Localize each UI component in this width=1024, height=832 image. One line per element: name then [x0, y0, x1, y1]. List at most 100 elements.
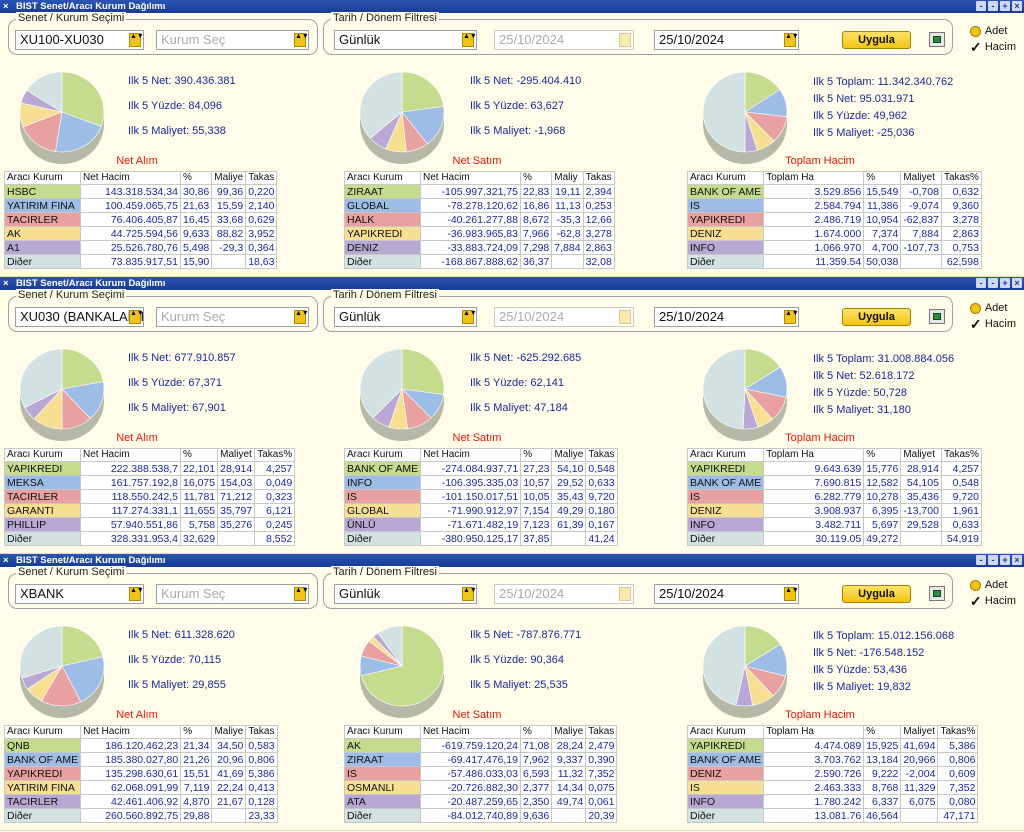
close-icon[interactable]: ×: [3, 278, 9, 289]
security-combo[interactable]: XBANK ▲▼: [15, 584, 144, 604]
excel-export-button[interactable]: [929, 32, 945, 47]
table-row[interactable]: ZIRAAT -69.417.476,19 7,962 9,337 0,390: [344, 752, 618, 767]
table-row[interactable]: AK -619.759.120,24 71,08 28,24 2,479: [344, 738, 618, 753]
table-row[interactable]: IS 2.463.333 8,768 11,329 7,352: [686, 780, 979, 795]
maximize-icon[interactable]: +: [1000, 278, 1010, 288]
radio-icon[interactable]: [969, 303, 981, 314]
table-row[interactable]: Diðer -84.012.740,89 9,636 20,39: [344, 808, 618, 823]
restore-icon[interactable]: -: [988, 278, 998, 288]
option-adet[interactable]: Adet: [969, 578, 1016, 594]
table-row[interactable]: YAPIKREDI 222.388.538,7 22,101 28,914 4,257: [4, 461, 296, 476]
table-row[interactable]: BANK OF AME 3.703.762 13,184 20,966 0,806: [686, 752, 979, 767]
calendar-icon[interactable]: [619, 33, 631, 47]
table-row[interactable]: OSMANLI -20.726.882,30 2,377 14,34 0,075: [344, 780, 618, 795]
apply-button[interactable]: Uygula: [842, 308, 911, 326]
table-row[interactable]: YAPIKREDI -36.983.965,83 7,966 -62,8 3,278: [344, 226, 615, 241]
close-window-icon[interactable]: ×: [1012, 1, 1022, 11]
close-icon[interactable]: ×: [3, 555, 9, 566]
table-row[interactable]: Diðer 13.081.76 46,564 47,171: [686, 808, 979, 823]
table-row[interactable]: DENIZ 3.908.937 6,395 -13,700 1,961: [686, 503, 982, 518]
table-row[interactable]: MEKSA 161.757.192,8 16,075 154,03 0,049: [4, 475, 296, 490]
table-row[interactable]: BANK OF AME -274.084.937,71 27,23 54,10 0,54…: [343, 461, 618, 476]
checkmark-icon[interactable]: ✓: [969, 39, 982, 55]
period-combo[interactable]: Günlük ▲▼: [334, 30, 477, 50]
option-hacim[interactable]: ✓ Hacim: [969, 40, 1016, 56]
radio-icon[interactable]: [969, 580, 981, 591]
table-row[interactable]: QNB 186.120.462,23 21,34 34,50 0,583: [3, 738, 278, 753]
table-row[interactable]: BANK OF AME 185.380.027,80 21,26 20,96 0,806: [3, 752, 278, 767]
end-date-field[interactable]: 25/10/2024 ▲▼: [654, 307, 799, 327]
restore-icon[interactable]: -: [988, 1, 998, 11]
start-date-field[interactable]: 25/10/2024: [494, 30, 634, 50]
option-hacim[interactable]: ✓ Hacim: [969, 317, 1016, 333]
checkmark-icon[interactable]: ✓: [969, 593, 982, 609]
end-date-field[interactable]: 25/10/2024 ▲▼: [654, 584, 799, 604]
table-row[interactable]: IS -101.150.017,51 10,05 35,43 9,720: [343, 489, 618, 504]
table-row[interactable]: YAPIKREDI 135.298.630,61 15,51 41,69 5,386: [3, 766, 278, 781]
table-row[interactable]: ATA -20.487.259,65 2,350 49,74 0,061: [344, 794, 618, 809]
security-combo[interactable]: XU030 (BANKALAR H...▲▼: [15, 307, 144, 327]
table-row[interactable]: GARANTI 117.274.331,1 11,655 35,797 6,121: [4, 503, 296, 518]
table-row[interactable]: BANK OF AME 3.529.856 15,549 -0,708 0,632: [686, 184, 982, 199]
table-row[interactable]: PHILLIP 57.940.551,86 5,758 35,276 0,245: [4, 517, 296, 532]
table-row[interactable]: HALK -40.261.277,88 8,672 -35,3 12,66: [344, 212, 615, 227]
option-adet[interactable]: Adet: [969, 301, 1016, 317]
table-row[interactable]: YAPIKREDI 4.474.089 15,925 41,694 5,386: [686, 738, 979, 753]
table-row[interactable]: DENIZ 2.590.726 9,222 -2,004 0,609: [686, 766, 979, 781]
table-row[interactable]: BANK OF AME 7.690.815 12,582 54,105 0,548: [686, 475, 982, 490]
close-window-icon[interactable]: ×: [1012, 278, 1022, 288]
security-combo[interactable]: XU100-XU030 ▲▼: [15, 30, 144, 50]
table-row[interactable]: ÜNLÜ -71.671.482,19 7,123 61,39 0,167: [343, 517, 618, 532]
option-hacim[interactable]: ✓ Hacim: [969, 594, 1016, 610]
table-row[interactable]: IS -57.486.033,03 6,593 11,32 7,352: [344, 766, 618, 781]
table-row[interactable]: A1 25.526.780,76 5,498 -29,3 0,364: [4, 240, 278, 255]
table-row[interactable]: YAPIKREDI 9.643.639 15,776 28,914 4,257: [686, 461, 982, 476]
table-row[interactable]: YAPIKREDI 2.486.719 10,954 -62,837 3,278: [686, 212, 982, 227]
close-icon[interactable]: ×: [3, 1, 9, 12]
excel-export-button[interactable]: [929, 309, 945, 324]
checkmark-icon[interactable]: ✓: [969, 316, 982, 332]
table-row[interactable]: Diðer 73.835.917,51 15,90 18,63: [4, 254, 278, 269]
table-row[interactable]: YATIRIM FINA 100.459.065,75 21,63 15,59 2,14…: [4, 198, 278, 213]
period-combo[interactable]: Günlük ▲▼: [334, 584, 477, 604]
broker-combo[interactable]: Kurum Seç ▲▼: [156, 307, 309, 327]
apply-button[interactable]: Uygula: [842, 31, 911, 49]
maximize-icon[interactable]: +: [1000, 555, 1010, 565]
calendar-icon[interactable]: [619, 310, 631, 324]
table-row[interactable]: YATIRIM FINA 62.068.091,99 7,119 22,24 0,413: [3, 780, 278, 795]
close-window-icon[interactable]: ×: [1012, 555, 1022, 565]
calendar-icon[interactable]: [619, 587, 631, 601]
table-row[interactable]: TACIRLER 76.406.405,87 16,45 33,68 0,629: [4, 212, 278, 227]
table-row[interactable]: INFO 1.780.242 6,337 6,075 0,080: [686, 794, 979, 809]
table-row[interactable]: INFO 1.066.970 4,700 -107,73 0,753: [686, 240, 982, 255]
table-row[interactable]: Diðer 260.560.892,75 29,88 23,33: [3, 808, 278, 823]
radio-icon[interactable]: [969, 26, 981, 37]
table-row[interactable]: Diðer 328.331.953,4 32,629 8,552: [4, 531, 296, 546]
table-row[interactable]: GLOBAL -78.278.120,62 16,86 11,13 0,253: [344, 198, 615, 213]
excel-export-button[interactable]: [929, 586, 945, 601]
table-row[interactable]: IS 2.584.794 11,386 -9,074 9,360: [686, 198, 982, 213]
minimize-icon[interactable]: -: [976, 278, 986, 288]
period-combo[interactable]: Günlük ▲▼: [334, 307, 477, 327]
table-row[interactable]: TACIRLER 42.461.406,92 4,870 21,67 0,128: [3, 794, 278, 809]
end-date-field[interactable]: 25/10/2024 ▲▼: [654, 30, 799, 50]
table-row[interactable]: DENIZ 1.674.000 7,374 7,884 2,863: [686, 226, 982, 241]
table-row[interactable]: Diðer 11.359.54 50,038 62,598: [686, 254, 982, 269]
table-row[interactable]: TACIRLER 118.550.242,5 11,781 71,212 0,323: [4, 489, 296, 504]
table-row[interactable]: ZIRAAT -105.997.321,75 22,83 19,11 2,394: [344, 184, 615, 199]
table-row[interactable]: Diðer 30.119.05 49,272 54,919: [686, 531, 982, 546]
table-row[interactable]: GLOBAL -71.990.912,97 7,154 49,29 0,180: [343, 503, 618, 518]
table-row[interactable]: Diðer -168.867.888,62 36,37 32,08: [344, 254, 615, 269]
minimize-icon[interactable]: -: [976, 555, 986, 565]
minimize-icon[interactable]: -: [976, 1, 986, 11]
broker-combo[interactable]: Kurum Seç ▲▼: [156, 584, 309, 604]
start-date-field[interactable]: 25/10/2024: [494, 584, 634, 604]
table-row[interactable]: Diðer -380.950.125,17 37,85 41,24: [343, 531, 618, 546]
table-row[interactable]: AK 44.725.594,56 9,633 88,82 3,952: [4, 226, 278, 241]
maximize-icon[interactable]: +: [1000, 1, 1010, 11]
table-row[interactable]: INFO -106.395.335,03 10,57 29,52 0,633: [343, 475, 618, 490]
restore-icon[interactable]: -: [988, 555, 998, 565]
broker-combo[interactable]: Kurum Seç ▲▼: [156, 30, 309, 50]
table-row[interactable]: INFO 3.482.711 5,697 29,528 0,633: [686, 517, 982, 532]
table-row[interactable]: HSBC 143.318.534,34 30,86 99,36 0,220: [4, 184, 278, 199]
